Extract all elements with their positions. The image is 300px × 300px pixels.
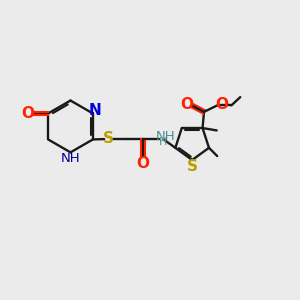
Text: O: O	[21, 106, 34, 121]
Text: NH: NH	[156, 130, 176, 143]
Text: O: O	[181, 97, 194, 112]
Text: N: N	[89, 103, 102, 118]
Text: NH: NH	[61, 152, 80, 165]
Text: O: O	[215, 97, 228, 112]
Text: S: S	[187, 159, 198, 174]
Text: O: O	[136, 156, 149, 171]
Text: S: S	[103, 131, 114, 146]
Text: H: H	[159, 137, 167, 147]
